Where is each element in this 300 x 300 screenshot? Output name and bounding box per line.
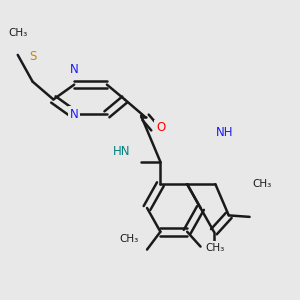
Text: O: O <box>156 121 165 134</box>
Text: CH₃: CH₃ <box>8 28 27 38</box>
Text: NH: NH <box>215 126 233 139</box>
Text: CH₃: CH₃ <box>120 234 139 244</box>
Text: CH₃: CH₃ <box>253 179 272 189</box>
Text: N: N <box>70 108 79 121</box>
Text: CH₃: CH₃ <box>206 243 225 253</box>
Text: HN: HN <box>113 145 131 158</box>
Text: N: N <box>70 63 79 76</box>
Text: S: S <box>29 50 36 63</box>
